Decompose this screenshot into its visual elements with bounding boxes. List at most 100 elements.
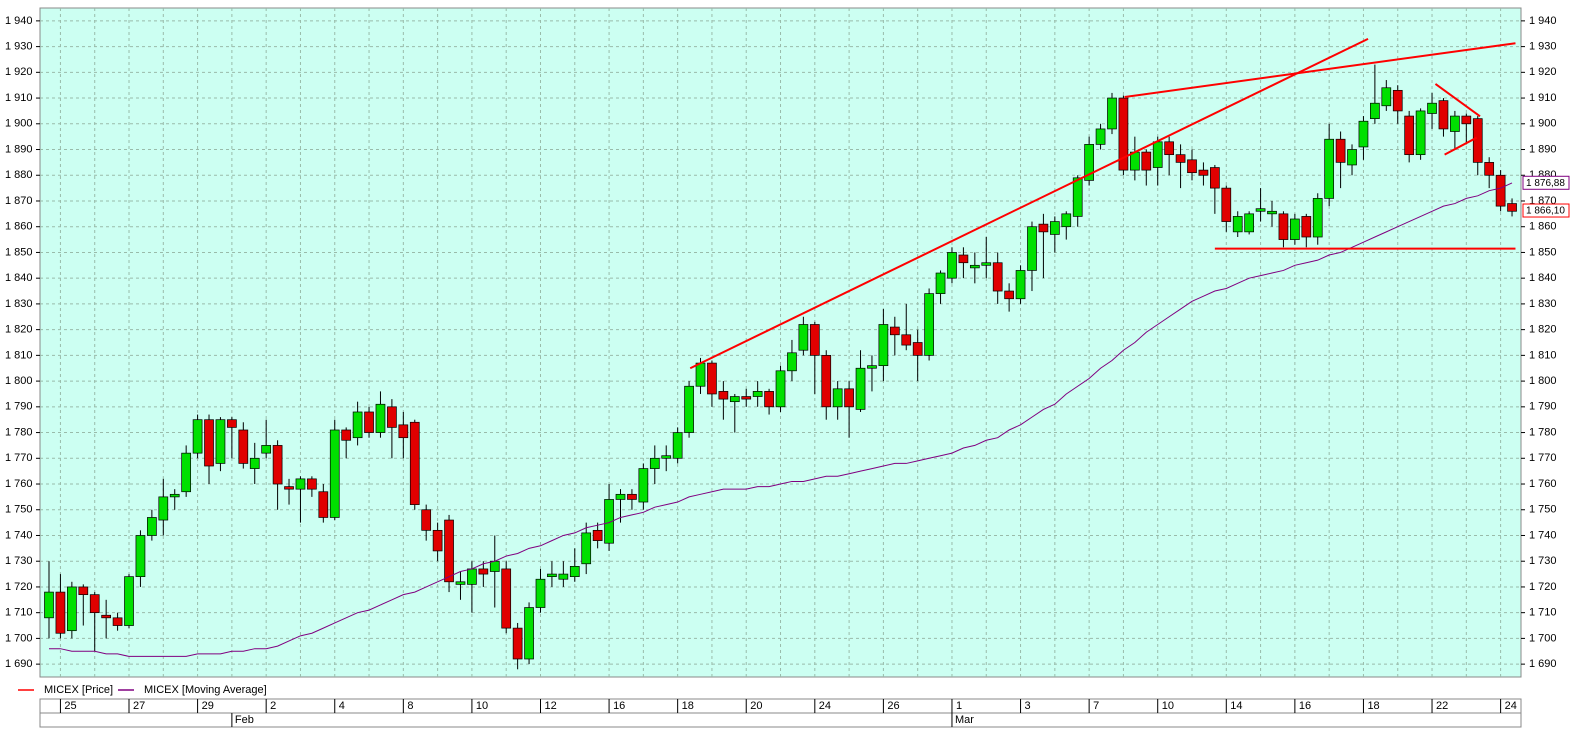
candle-body [444,519,454,583]
candle-body [1335,138,1346,163]
y-tick-label: 1 750 [5,504,33,516]
x-tick-label: 26 [887,700,899,712]
candle-body [1244,213,1255,233]
trend-line [1444,136,1478,156]
candle-body [432,529,443,552]
candle-body [1049,221,1060,235]
candle-body [44,591,54,619]
candle-body [249,457,260,469]
candle-body [935,272,946,294]
candle-body [501,568,512,629]
candle-body [101,614,112,619]
candle-body [1210,167,1220,189]
candle-body [387,406,397,428]
candle-body [604,499,614,544]
candle-body [524,607,534,660]
y-tick-label: 1 770 [5,452,33,464]
value-tag-label: 1 876,88 [1526,178,1565,189]
candle-body [295,478,306,490]
candle-body [1404,115,1415,156]
candle-body [649,457,660,469]
y2-tick-label: 1 930 [1529,41,1557,53]
candle-body [924,293,934,356]
y-tick-label: 1 830 [5,298,33,310]
candle-body [1072,177,1083,217]
candle-body [535,578,546,608]
candle-body [341,429,352,441]
y2-tick-label: 1 690 [1529,658,1557,670]
candle-body [1198,169,1209,176]
y-tick-label: 1 720 [5,581,33,593]
candle-body [307,478,317,490]
y-tick-label: 1 930 [5,41,33,53]
candle-body [1187,159,1197,174]
y2-tick-label: 1 890 [1529,143,1557,155]
candle-body [844,388,854,408]
candle-body [741,396,752,400]
candle-body [204,419,214,467]
candle-body [1301,216,1312,238]
candle-body [1507,203,1517,212]
x-tick-label: 4 [339,700,345,712]
candle-body [912,342,923,356]
candle-body [638,468,649,503]
x-tick-label: 20 [750,700,762,712]
x-tick-label: 29 [202,700,214,712]
y2-tick-label: 1 840 [1529,272,1557,284]
candle-body [764,391,774,408]
y-tick-label: 1 890 [5,143,33,155]
candle-body [284,486,294,490]
candle-body [1232,216,1243,233]
candle-body [707,362,717,395]
candle-body [1107,97,1117,130]
candle-body [512,627,523,660]
candle-body [272,445,283,485]
y-tick-label: 1 740 [5,529,33,541]
candle-body [489,560,500,572]
y-tick-label: 1 920 [5,66,33,78]
candle-body [1324,138,1335,199]
candle-body [787,352,797,372]
y-tick-label: 1 850 [5,246,33,258]
candle-body [135,535,146,578]
month-label: Feb [235,714,254,726]
y2-tick-label: 1 790 [1529,401,1557,413]
candle-body [821,355,832,408]
candle-body [1141,151,1152,171]
trend-line [689,37,1369,370]
value-tag-label: 1 866,10 [1526,206,1565,217]
y2-tick-label: 1 700 [1529,632,1557,644]
y-tick-label: 1 690 [5,658,33,670]
candle-body [78,586,89,596]
y2-tick-label: 1 820 [1529,324,1557,336]
candle-body [112,617,123,626]
y-tick-label: 1 820 [5,324,33,336]
candle-body [55,591,66,634]
x-tick-label: 3 [1025,700,1031,712]
candle-body [124,576,134,626]
candle-body [147,517,157,536]
x-tick-label: 16 [1299,700,1311,712]
value-tag [1522,203,1570,218]
y2-tick-label: 1 850 [1529,246,1557,258]
y2-tick-label: 1 760 [1529,478,1557,490]
candle-body [627,493,637,500]
candle-body [1347,149,1357,166]
y2-tick-label: 1 720 [1529,581,1557,593]
trend-line [1434,83,1481,118]
x-tick-label: 27 [133,700,145,712]
candle-body [1015,270,1026,300]
candle-body [569,566,580,577]
candle-body [67,586,77,632]
candle-body [592,529,603,541]
x-tick-label: 25 [64,700,76,712]
candle-body [1370,102,1380,119]
moving-average-line [49,182,1513,657]
candle-body [192,419,203,454]
candle-body [878,324,889,367]
trend-line [1124,42,1516,99]
candle-body [169,493,180,498]
candle-body [798,324,809,351]
candle-body [1095,128,1106,145]
candle-body [1027,226,1037,271]
